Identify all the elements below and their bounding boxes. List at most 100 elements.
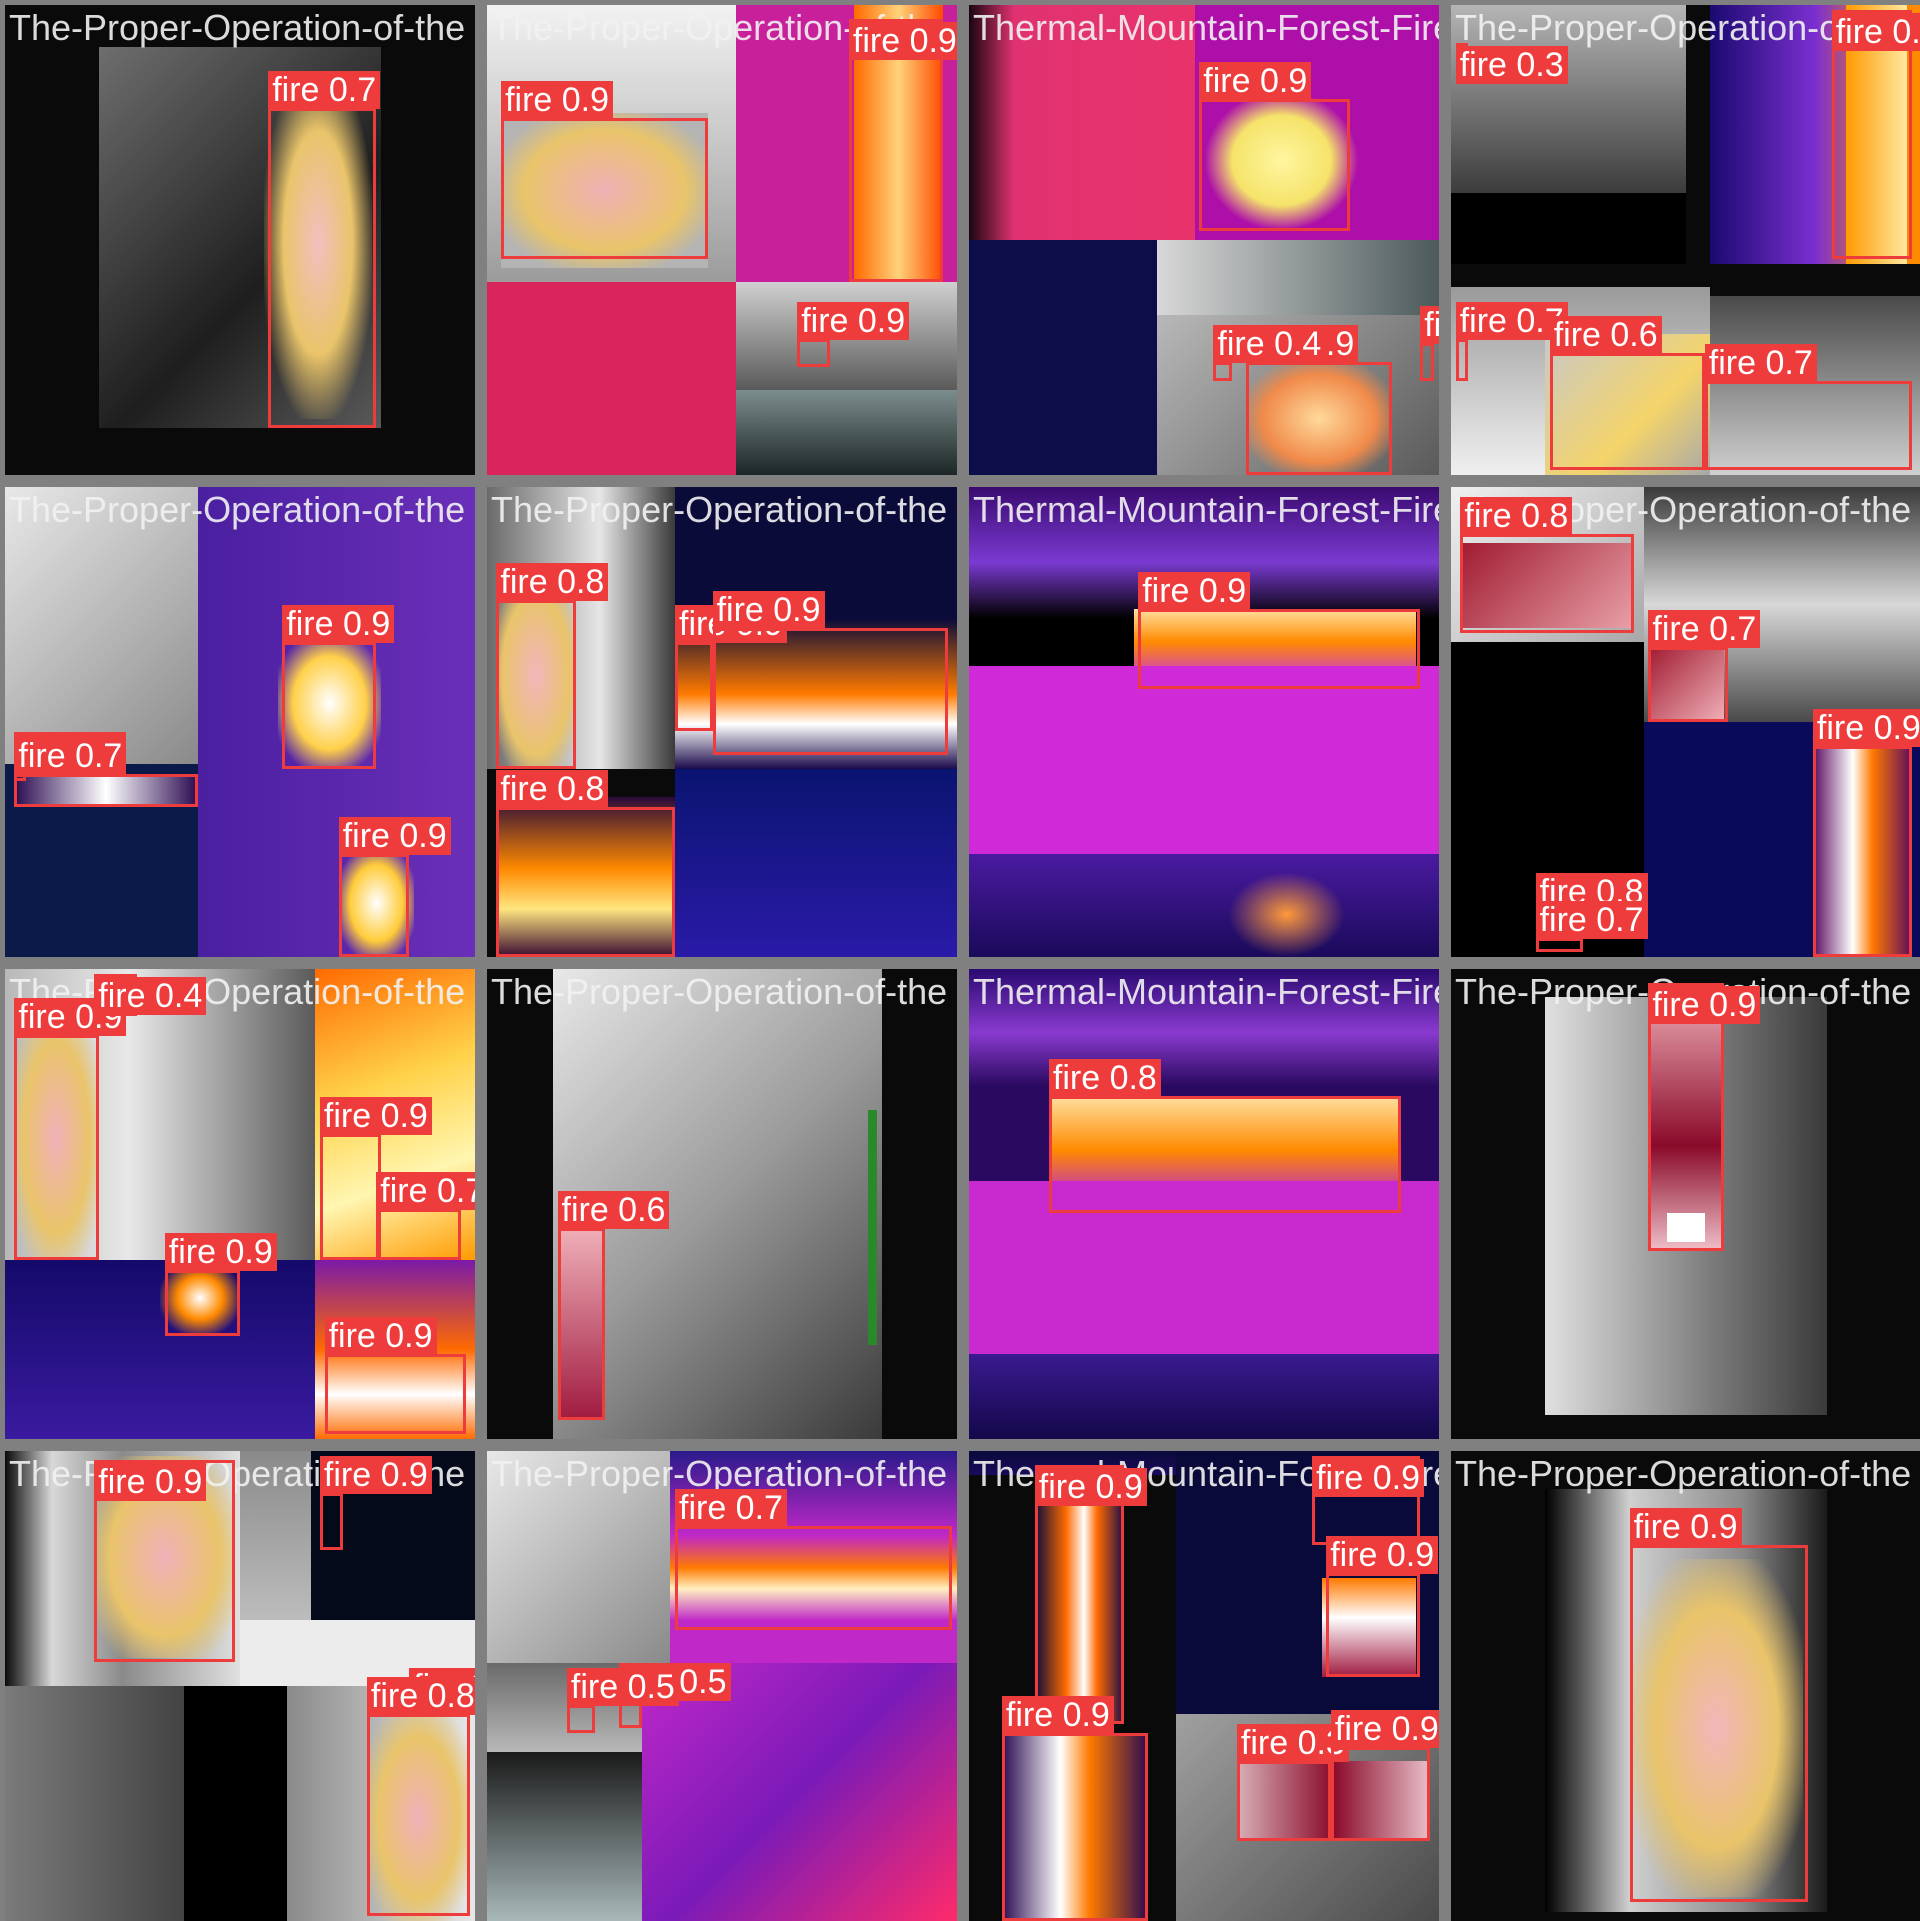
thermal-region bbox=[969, 5, 1195, 240]
detection-box: fire 0.8 bbox=[496, 600, 576, 769]
detection-label: fire 0.8 bbox=[1460, 497, 1572, 535]
thermal-region bbox=[184, 1686, 287, 1921]
detection-label: fire 0.9 bbox=[1326, 1536, 1438, 1574]
detection-label: fire 0.9 bbox=[797, 302, 909, 340]
detection-box: fire 0.9 bbox=[1331, 1747, 1430, 1841]
detection-label: fire 0.4 bbox=[94, 977, 206, 1015]
detection-label: fire 0.9 bbox=[320, 1097, 432, 1135]
detection-box: fire 0.8 bbox=[496, 807, 675, 957]
thermal-region bbox=[868, 1110, 877, 1345]
detection-box: fire 0.4 bbox=[1213, 362, 1232, 381]
detection-box: fire 0.9 bbox=[1630, 1545, 1809, 1902]
detection-box: fire 0.7 bbox=[1420, 343, 1434, 381]
detection-label: fire 0.8 bbox=[1832, 13, 1920, 51]
detection-label: fire 0.9 bbox=[1002, 1696, 1114, 1734]
detection-box: fire 0.7 bbox=[14, 774, 197, 807]
thermal-region bbox=[642, 1663, 957, 1921]
detection-label: fire 0.8 bbox=[496, 563, 608, 601]
detection-box: fire 0.9 bbox=[339, 854, 410, 957]
thermal-region bbox=[1451, 5, 1686, 193]
detection-box: fire 0.3 bbox=[1456, 43, 1468, 62]
detection-box: fire 0.8 bbox=[1460, 534, 1634, 633]
detection-label: fire 0.9 bbox=[1648, 986, 1760, 1024]
tile-title: The-Proper-Operation-of-the bbox=[9, 7, 465, 49]
detection-box: fire 0.7 bbox=[1456, 339, 1468, 381]
detection-box: fire 0.6 bbox=[1550, 353, 1705, 471]
detection-label: fire 0.9 bbox=[1331, 1710, 1439, 1748]
thermal-region bbox=[487, 282, 736, 475]
detection-box: fire 0.5 bbox=[567, 1705, 595, 1733]
thermal-region bbox=[1228, 872, 1346, 957]
detection-box: fire 0.3 bbox=[1237, 1761, 1331, 1841]
thermal-region bbox=[736, 390, 957, 475]
detection-label: fire 0.9 bbox=[165, 1233, 277, 1271]
detection-box: fire 0.9 bbox=[165, 1270, 240, 1336]
thermal-region bbox=[487, 1752, 642, 1921]
detection-label: fire 0.9 bbox=[325, 1317, 437, 1355]
detection-box: fire 0.9 bbox=[1138, 609, 1420, 689]
detection-box: fire 0.9 bbox=[94, 1460, 235, 1662]
detection-box: fire 0.7 bbox=[1705, 381, 1912, 470]
detection-label: fire 0.9 bbox=[501, 81, 613, 119]
thermal-region bbox=[675, 769, 957, 957]
detection-label: fire 0.7 bbox=[1420, 306, 1439, 344]
thermal-region bbox=[5, 487, 198, 764]
detection-label: fire 0.3 bbox=[1456, 46, 1568, 84]
detection-label: fire 0.9 bbox=[320, 1456, 432, 1494]
detection-label: fire 0.9 bbox=[1199, 62, 1311, 100]
detection-label: fire 0.9 bbox=[1138, 572, 1250, 610]
detection-label: fire 0.7 bbox=[1536, 901, 1648, 939]
detection-label: fire 0.7 bbox=[268, 71, 380, 109]
detection-box: fire 0.8 bbox=[1049, 1096, 1402, 1214]
detection-label: fire 0.6 bbox=[558, 1191, 670, 1229]
detection-label: fire 0.9 bbox=[849, 22, 957, 60]
detection-box: fire 0.6 bbox=[558, 1228, 605, 1421]
thermal-region bbox=[969, 854, 1439, 957]
detection-box: fire 0.9 bbox=[320, 1493, 344, 1549]
detection-box: fire 0.7 bbox=[1648, 647, 1728, 722]
detection-box: fire 0.9 bbox=[1326, 1573, 1420, 1676]
detection-box: fire 0.4 bbox=[94, 974, 136, 1016]
thermal-region bbox=[969, 240, 1157, 475]
thermal-region bbox=[969, 666, 1439, 854]
detection-box: fire 0.9 bbox=[1648, 983, 1723, 1251]
detection-box: fire 0.7 bbox=[675, 1526, 952, 1629]
detection-box: fire 0.9 bbox=[14, 1035, 99, 1261]
detection-box: fire 0.9 bbox=[1813, 746, 1912, 958]
detection-label: fire 0.9 bbox=[1035, 1468, 1147, 1506]
detection-label: fire 0.7 bbox=[1705, 344, 1817, 382]
detection-label: fire 0.9 bbox=[1813, 709, 1920, 747]
detection-label: fire 0.9 bbox=[282, 605, 394, 643]
detection-box: fire 0.7 bbox=[268, 108, 376, 428]
detection-label: fire 0.9 bbox=[1630, 1508, 1742, 1546]
thermal-region bbox=[1157, 240, 1439, 315]
detection-label: fire 0.7 bbox=[1648, 610, 1760, 648]
detection-box: fire 0.9 bbox=[713, 628, 948, 755]
detection-box: fire 0.7 bbox=[376, 1209, 461, 1261]
detection-label: fire 0.7 bbox=[376, 1172, 475, 1210]
detection-label: fire 0.7 bbox=[675, 1489, 787, 1527]
detection-box: fire 0.8 bbox=[367, 1714, 470, 1916]
detection-box: fire 0.7 bbox=[1536, 938, 1583, 952]
detection-box: fire 0.9 bbox=[849, 19, 943, 282]
detection-label: fire 0.8 bbox=[367, 1677, 475, 1715]
detection-label: fire 0.5 bbox=[567, 1668, 679, 1706]
detection-box: fire 0.9 bbox=[1246, 362, 1392, 475]
detection-box: fire 0.9 bbox=[1312, 1456, 1420, 1545]
thermal-region bbox=[1451, 193, 1686, 264]
detection-box: fire 0.9 bbox=[675, 642, 713, 731]
detection-box: fire 0.9 bbox=[501, 118, 708, 259]
detection-label: fire 0.4 bbox=[1213, 325, 1325, 363]
detection-label: fire 0.8 bbox=[496, 770, 608, 808]
